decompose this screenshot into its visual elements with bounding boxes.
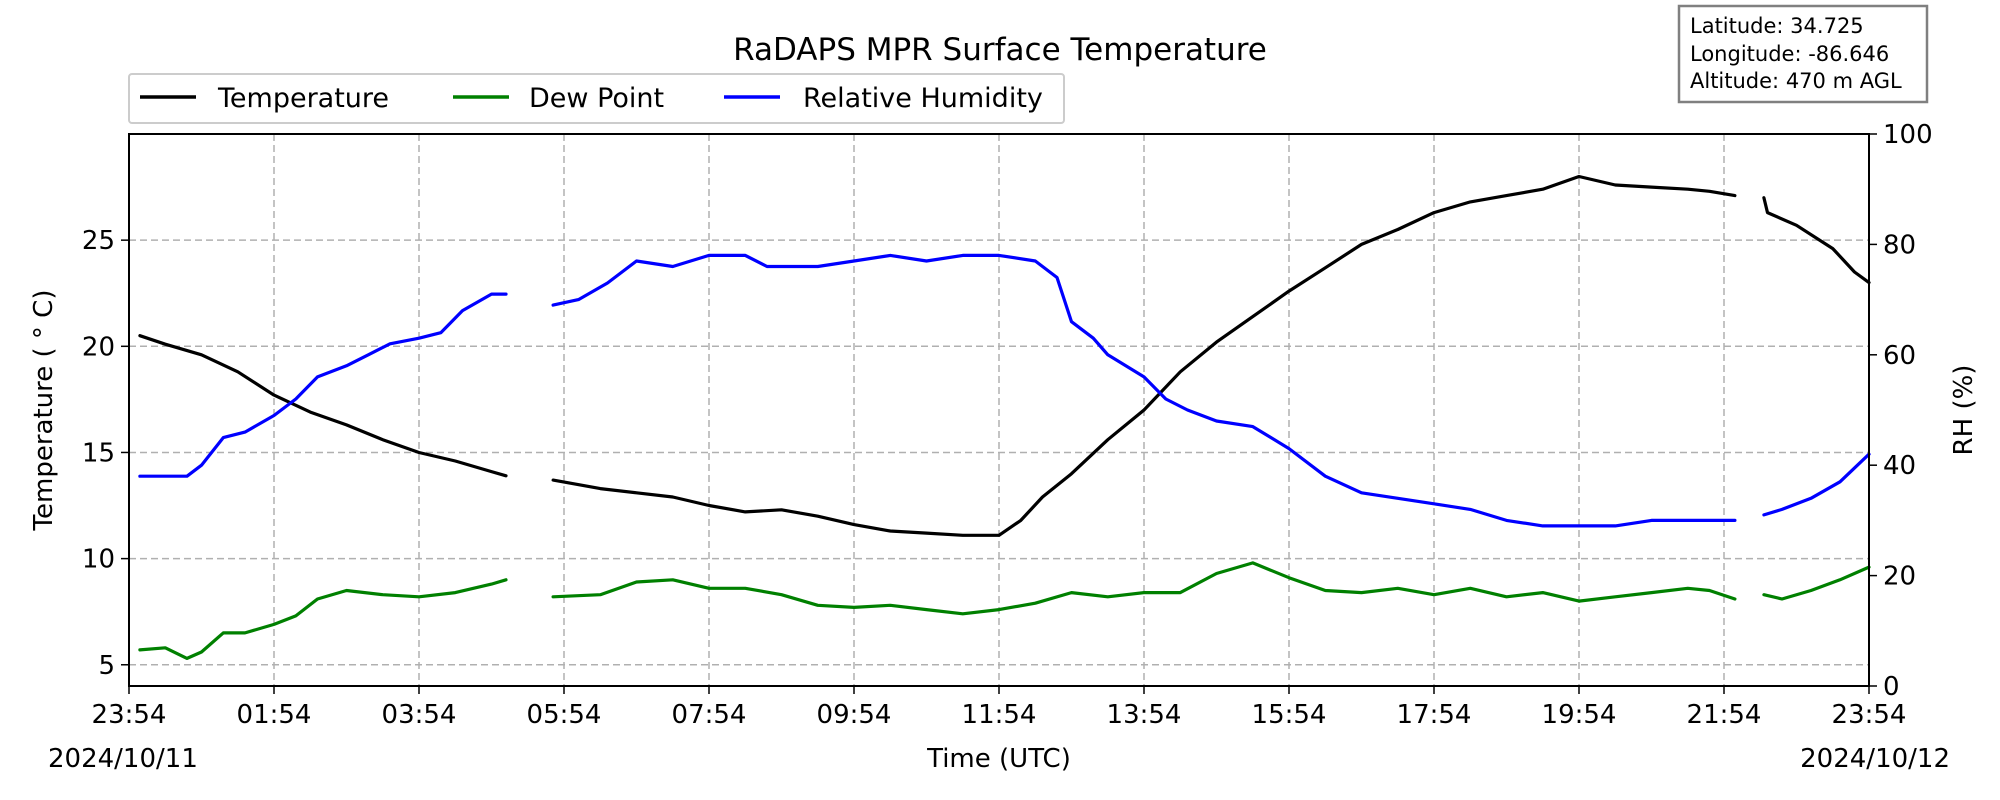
x-tick-label: 17:54 (1397, 700, 1472, 730)
legend-dewpoint-label: Dew Point (529, 83, 664, 114)
latitude-text: Latitude: 34.725 (1690, 14, 1864, 38)
x-axis-label: Time (UTC) (926, 744, 1071, 774)
dew-point-line (138, 578, 508, 661)
y-left-tick-label: 5 (98, 651, 115, 681)
x-tick-label: 23:54 (92, 700, 167, 730)
y-right-tick-label: 20 (1883, 562, 1916, 592)
y-axis-right: 0 20 40 60 80 100 (1869, 120, 1933, 702)
longitude-text: Longitude: -86.646 (1690, 42, 1889, 66)
location-info-box: Latitude: 34.725 Longitude: -86.646 Alti… (1677, 4, 1929, 104)
altitude-text: Altitude: 470 m AGL (1690, 69, 1902, 93)
x-tick-label: 21:54 (1687, 700, 1762, 730)
dew-point-line (551, 561, 1737, 616)
y-right-tick-label: 100 (1883, 120, 1933, 150)
temperature-line (138, 334, 508, 478)
x-tick-label: 13:54 (1107, 700, 1182, 730)
x-tick-label: 03:54 (382, 700, 457, 730)
info-box-frame (1677, 4, 1929, 104)
x-tick-label: 07:54 (672, 700, 747, 730)
series-layer (138, 174, 1871, 661)
y-left-tick-label: 15 (82, 438, 115, 468)
y-axis-left: 5 10 15 20 25 (82, 226, 129, 681)
relative-humidity-line (551, 253, 1737, 528)
x-axis: 23:54 01:54 03:54 05:54 07:54 09:54 11:54 13:54… (92, 686, 1907, 730)
start-date-label: 2024/10/11 (48, 744, 198, 774)
dew-point-line (1762, 565, 1871, 601)
x-tick-label: 09:54 (817, 700, 892, 730)
legend-box (128, 73, 1065, 124)
relative-humidity-line (138, 292, 508, 478)
x-tick-label: 23:54 (1832, 700, 1907, 730)
y-right-tick-label: 80 (1883, 230, 1916, 260)
legend-temperature-label: Temperature (217, 83, 389, 114)
y-axis-right-label: RH (%) (1949, 365, 1979, 456)
x-tick-label: 11:54 (962, 700, 1037, 730)
temperature-line (551, 174, 1737, 537)
y-right-tick-label: 60 (1883, 341, 1916, 371)
legend-rh-label: Relative Humidity (803, 83, 1043, 114)
x-tick-label: 15:54 (1252, 700, 1327, 730)
temperature-line (1762, 196, 1871, 285)
x-tick-label: 01:54 (237, 700, 312, 730)
y-left-tick-label: 25 (82, 226, 115, 256)
relative-humidity-line (1762, 452, 1871, 517)
legend: Temperature Dew Point Relative Humidity (128, 73, 1065, 124)
y-right-tick-label: 0 (1883, 672, 1900, 702)
x-tick-label: 05:54 (527, 700, 602, 730)
end-date-label: 2024/10/12 (1800, 744, 1950, 774)
x-tick-label: 19:54 (1542, 700, 1617, 730)
grid (129, 134, 1869, 686)
y-axis-left-label: Temperature ( ° C) (29, 290, 59, 532)
y-left-tick-label: 20 (82, 332, 115, 362)
y-left-tick-label: 10 (82, 545, 115, 575)
y-right-tick-label: 40 (1883, 451, 1916, 481)
chart-title: RaDAPS MPR Surface Temperature (733, 32, 1267, 68)
